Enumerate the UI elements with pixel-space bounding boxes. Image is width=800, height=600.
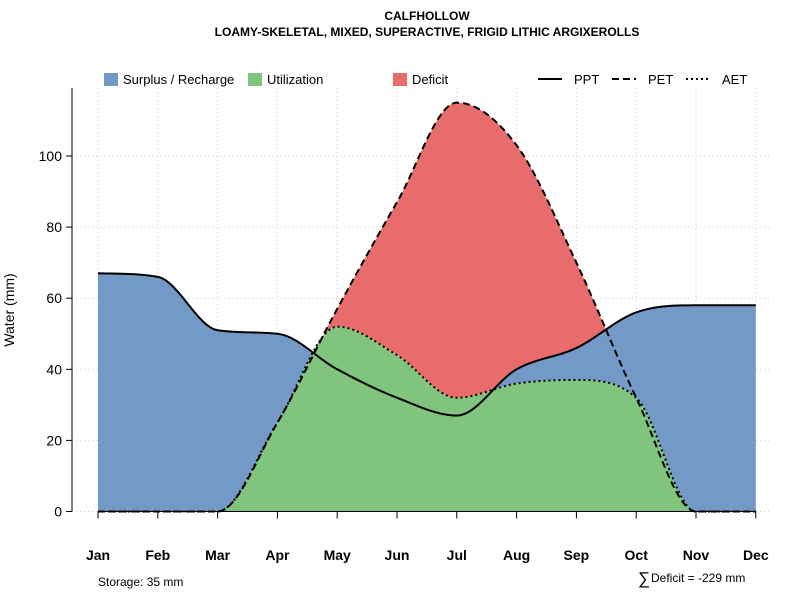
legend-label: AET	[722, 72, 747, 87]
aet-line	[98, 325, 756, 513]
legend-label: PPT	[574, 72, 599, 87]
ppt-line	[97, 272, 756, 417]
legend-swatch	[248, 73, 262, 86]
y-tick-label: 0	[54, 504, 62, 520]
x-tick-label: Dec	[743, 547, 769, 563]
y-axis-label: Water (mm)	[1, 273, 17, 346]
y-tick-label: 20	[46, 432, 62, 448]
utilization-area	[98, 326, 756, 512]
x-tick-label: Sep	[564, 547, 590, 563]
x-tick-label: Apr	[265, 547, 290, 563]
x-tick-label: Nov	[683, 547, 710, 563]
x-tick-label: Jul	[447, 547, 467, 563]
deficit-area	[98, 102, 756, 512]
pet-line	[98, 101, 756, 513]
axes: 0 20 40 60 80 100 Jan Feb Mar Apr May Jun Jul Aug Sep O…	[39, 88, 769, 563]
legend: Surplus / Recharge Utilization Deficit PPT P…	[104, 72, 747, 87]
legend-label: Surplus / Recharge	[123, 72, 234, 87]
legend-label: Deficit	[412, 72, 449, 87]
y-tick-label: 40	[46, 361, 62, 377]
x-tick-label: Jan	[86, 547, 110, 563]
x-tick-label: Oct	[625, 547, 649, 563]
storage-annotation: Storage: 35 mm	[98, 575, 183, 589]
x-tick-label: Feb	[145, 547, 170, 563]
x-tick-label: May	[324, 547, 351, 563]
sum-symbol: ∑	[638, 569, 650, 588]
x-tick-label: Aug	[503, 547, 530, 563]
y-tick-label: 100	[39, 148, 63, 164]
legend-label: PET	[648, 72, 673, 87]
x-tick-label: Jun	[385, 547, 410, 563]
legend-swatch	[393, 73, 407, 86]
y-tick-label: 80	[46, 219, 62, 235]
x-tick-label: Mar	[205, 547, 230, 563]
legend-swatch	[104, 73, 118, 86]
chart-subtitle: LOAMY-SKELETAL, MIXED, SUPERACTIVE, FRIG…	[215, 25, 640, 39]
y-tick-label: 60	[46, 290, 62, 306]
series-lines	[97, 101, 756, 513]
deficit-annotation: Deficit = -229 mm	[651, 571, 745, 585]
chart-title: CALFHOLLOW	[384, 9, 470, 23]
legend-label: Utilization	[267, 72, 323, 87]
